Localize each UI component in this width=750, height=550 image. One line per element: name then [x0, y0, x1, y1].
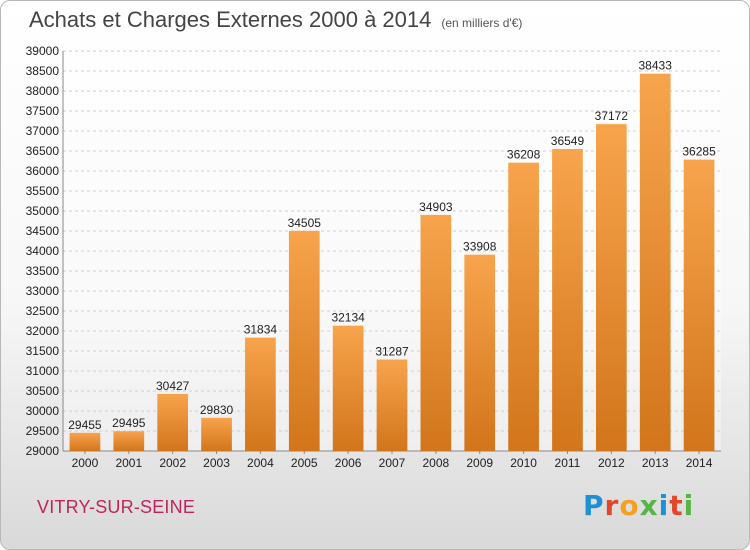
y-tick-label: 29500: [26, 424, 60, 438]
bar: [683, 159, 715, 451]
bar-value-label: 36549: [551, 134, 585, 148]
logo-letter: x: [639, 489, 659, 522]
bar: [245, 337, 276, 451]
x-tick-label: 2012: [598, 456, 625, 470]
y-tick-label: 34500: [26, 224, 60, 238]
chart-title: Achats et Charges Externes 2000 à 2014 (e…: [29, 7, 522, 33]
y-tick-label: 31500: [26, 344, 60, 358]
y-tick-label: 32000: [26, 324, 60, 338]
bar-value-label: 36285: [682, 145, 716, 159]
bar: [376, 359, 408, 451]
x-tick-label: 2003: [203, 456, 230, 470]
bar-value-label: 31834: [244, 323, 278, 337]
y-tick-label: 33000: [26, 284, 60, 298]
x-tick-label: 2002: [159, 456, 186, 470]
bar-value-label: 32134: [331, 311, 365, 325]
logo-letter: P: [583, 489, 605, 522]
bar: [157, 393, 189, 451]
bar-value-label: 38433: [639, 59, 673, 73]
x-tick-label: 2006: [335, 456, 362, 470]
y-tick-label: 37500: [26, 104, 60, 118]
bar-value-label: 29830: [200, 403, 234, 417]
city-name: VITRY-SUR-SEINE: [37, 497, 196, 517]
logo-letter: i: [658, 489, 670, 522]
bar-value-label: 34903: [419, 200, 453, 214]
bar-value-label: 29455: [68, 418, 102, 432]
title-unit: (en milliers d'€): [441, 16, 523, 30]
x-tick-label: 2011: [555, 456, 581, 470]
y-tick-label: 34000: [26, 244, 60, 258]
y-tick-label: 35000: [26, 204, 60, 218]
y-tick-label: 39000: [26, 44, 60, 58]
x-tick-label: 2001: [115, 456, 142, 470]
logo-letter: o: [619, 489, 640, 522]
y-tick-label: 32500: [26, 304, 60, 318]
title-text: Achats et Charges Externes 2000 à 2014: [29, 7, 432, 32]
bar: [113, 431, 145, 451]
bar: [464, 254, 496, 451]
logo-letter: r: [604, 489, 620, 522]
logo-letter: t: [669, 489, 684, 522]
bar: [552, 149, 583, 452]
x-tick-label: 2009: [466, 456, 493, 470]
bar-value-label: 37172: [595, 109, 629, 123]
y-tick-label: 29000: [26, 444, 60, 458]
bar: [639, 73, 671, 452]
bar-value-label: 34505: [288, 216, 322, 230]
y-tick-label: 37000: [26, 124, 60, 138]
x-tick-label: 2013: [642, 456, 669, 470]
bar: [201, 417, 232, 451]
bar: [288, 230, 320, 451]
y-tick-label: 30000: [26, 404, 60, 418]
y-tick-label: 38000: [26, 84, 60, 98]
y-tick-label: 31000: [26, 364, 60, 378]
bar-value-label: 36208: [507, 148, 541, 162]
x-tick-label: 2007: [379, 456, 406, 470]
x-tick-label: 2000: [72, 456, 99, 470]
proxiti-logo: Proxiti: [583, 489, 694, 522]
x-tick-label: 2004: [247, 456, 274, 470]
x-tick-label: 2010: [510, 456, 537, 470]
bar: [595, 124, 627, 452]
y-tick-label: 36500: [26, 144, 60, 158]
y-tick-label: 30500: [26, 384, 60, 398]
x-tick-label: 2005: [291, 456, 318, 470]
y-tick-label: 38500: [26, 64, 60, 78]
logo-letter: i: [683, 489, 695, 522]
bar-value-label: 30427: [156, 379, 190, 393]
bar: [420, 214, 452, 451]
x-tick-label: 2014: [686, 456, 713, 470]
bar-value-label: 29495: [112, 416, 146, 430]
bar-value-label: 31287: [375, 345, 409, 359]
bar: [69, 432, 101, 451]
bar-value-label: 33908: [463, 240, 497, 254]
y-tick-label: 33500: [26, 264, 60, 278]
bar: [332, 325, 364, 451]
y-tick-label: 36000: [26, 164, 60, 178]
x-tick-label: 2008: [423, 456, 450, 470]
bar: [508, 162, 539, 451]
y-tick-label: 35500: [26, 184, 60, 198]
